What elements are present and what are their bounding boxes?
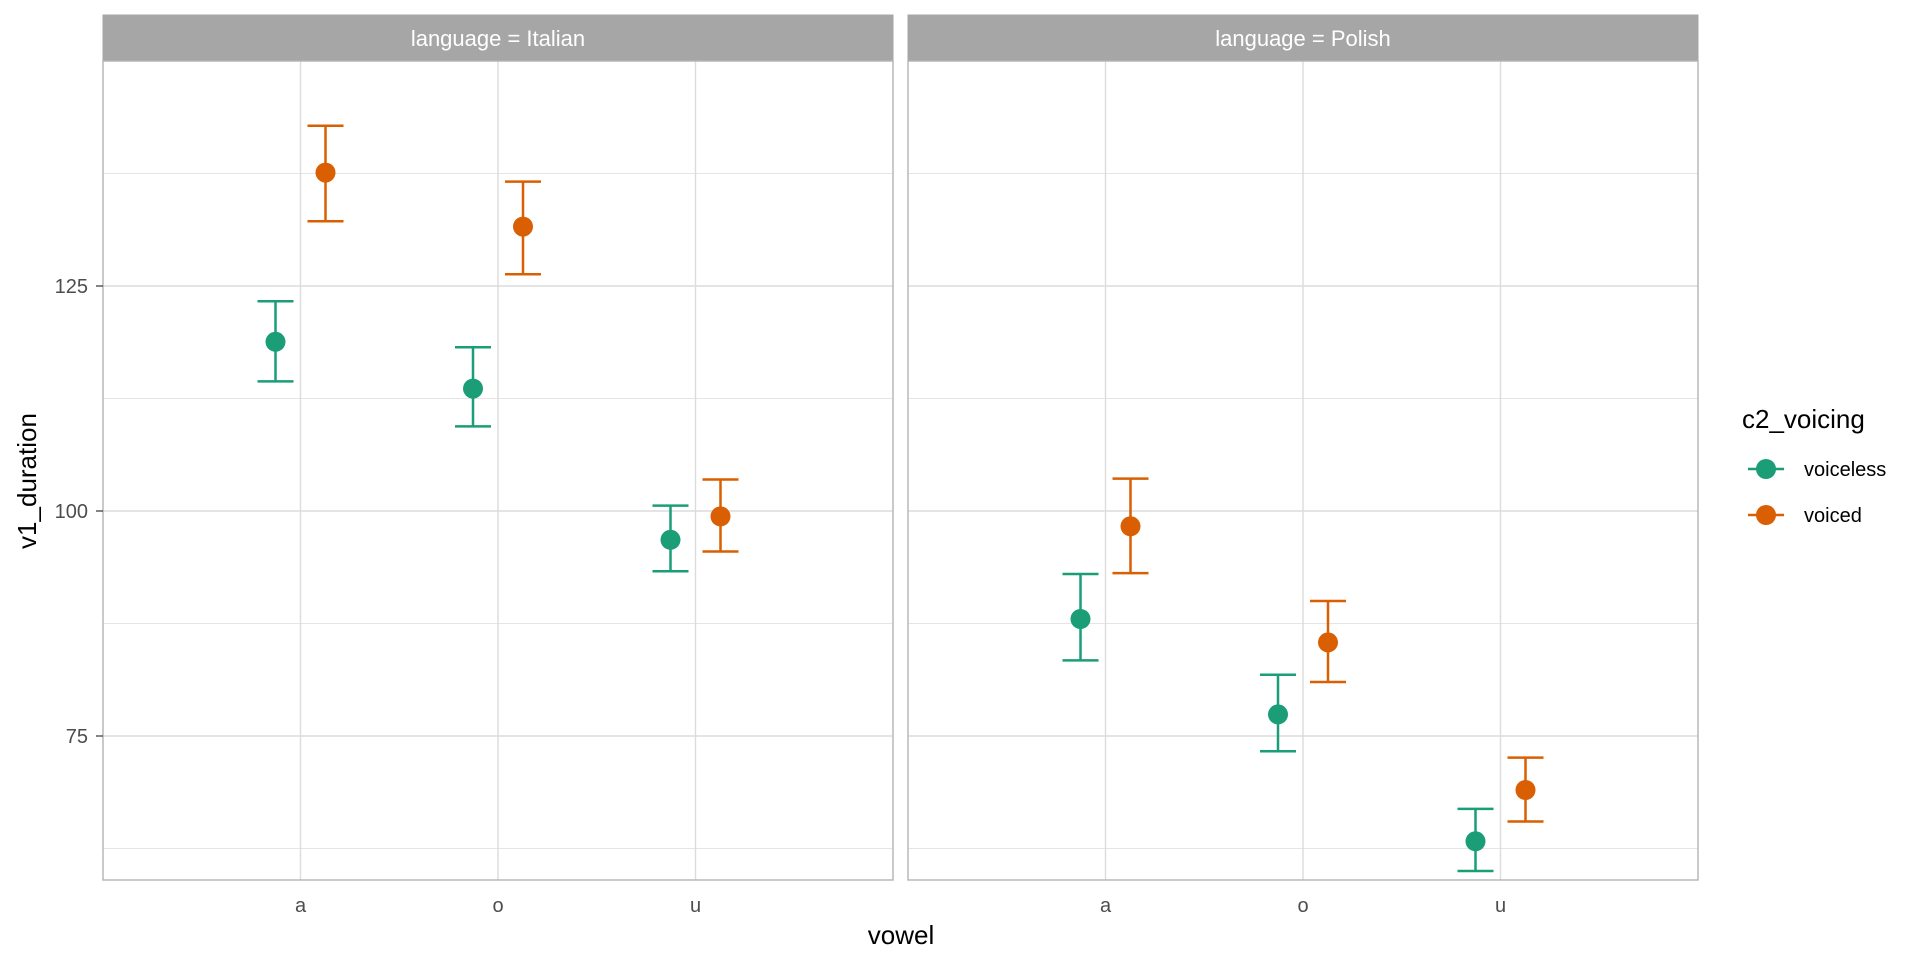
point-voiceless-o — [1268, 704, 1288, 725]
facet-strip-label: language = Italian — [411, 26, 585, 51]
facet-strip — [102, 14, 894, 62]
legend: c2_voicing voiceless voiced — [1742, 404, 1886, 527]
point-voiceless-a — [1070, 609, 1091, 629]
legend-label: voiced — [1804, 505, 1862, 527]
legend-title: c2_voicing — [1742, 404, 1865, 434]
point-voiceless-u — [660, 529, 681, 550]
point-voiced-u — [710, 506, 731, 527]
x-tick-label: u — [690, 895, 701, 917]
point-voiced-u — [1515, 780, 1536, 800]
x-tick-label: a — [1100, 895, 1112, 917]
point-voiceless-o — [463, 378, 483, 399]
point-voiceless-a — [265, 331, 286, 352]
x-tick-label: o — [1297, 895, 1308, 917]
x-tick-label: a — [295, 895, 307, 917]
panels-layer: language = Italian a o u language = Polish a o… — [55, 14, 1699, 917]
x-axis-title: vowel — [868, 920, 934, 950]
legend-item-voiced: voiced — [1748, 505, 1862, 527]
point-voiced-o — [1318, 632, 1338, 653]
point-voiced-o — [513, 216, 533, 237]
legend-key-point — [1756, 459, 1776, 479]
panel-polish: language = Polish a o u — [907, 14, 1699, 917]
y-tick-label: 125 — [55, 276, 88, 298]
y-tick-label: 75 — [66, 726, 88, 748]
panel-border — [907, 60, 1699, 881]
legend-item-voiceless: voiceless — [1748, 459, 1886, 481]
x-tick-label: o — [492, 895, 503, 917]
panel-border — [102, 60, 894, 881]
point-voiceless-u — [1465, 831, 1486, 852]
y-axis-title: v1_duration — [12, 413, 42, 549]
legend-label: voiceless — [1804, 459, 1886, 481]
x-tick-label: u — [1495, 895, 1506, 917]
y-tick-label: 100 — [55, 501, 88, 523]
legend-entries: voiceless voiced — [1748, 459, 1886, 527]
legend-key-point — [1756, 505, 1776, 525]
facet-strip-label: language = Polish — [1215, 26, 1391, 51]
point-voiced-a — [1120, 516, 1141, 537]
facet-strip — [907, 14, 1699, 62]
panel-italian: language = Italian a o u — [102, 14, 894, 917]
point-voiced-a — [315, 162, 336, 183]
